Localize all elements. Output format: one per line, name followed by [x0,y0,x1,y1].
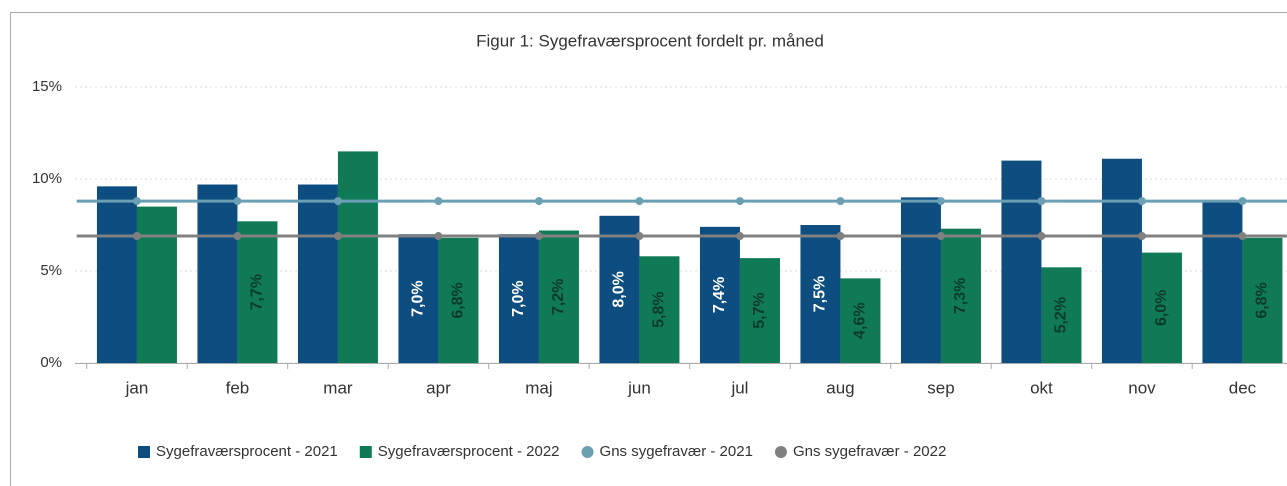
data-label: 7,4% [711,277,728,313]
average-point [132,197,141,206]
bar [1242,237,1283,363]
legend-label: Gns sygefravær - 2021 [600,443,753,460]
data-label: 7,0% [410,280,427,316]
data-label: 5,7% [751,292,768,328]
bar [136,206,177,363]
data-label: 6,8% [450,282,467,318]
bar [1202,201,1243,363]
data-label: 4,6% [852,302,869,338]
bar [538,230,579,363]
x-tick-label: jan [125,378,149,397]
x-tick-label: nov [1128,378,1156,397]
bar [197,184,238,363]
data-label: 7,0% [510,280,527,316]
average-point [1037,232,1046,241]
data-label: 6,8% [1254,282,1271,318]
bar [1001,160,1042,363]
x-tick-label: sep [927,378,954,397]
legend-marker [581,446,594,458]
legend-marker [138,446,150,458]
average-point [434,232,443,241]
bar [1041,267,1082,363]
data-label: 5,8% [651,291,668,327]
x-tick-label: dec [1229,378,1257,397]
average-point [1238,232,1247,241]
bar [398,234,439,363]
bar [438,237,479,363]
bar [639,256,680,363]
y-tick-label: 5% [40,262,62,279]
bar [237,221,278,363]
x-tick-label: mar [323,378,353,397]
data-label: 7,3% [952,278,969,314]
average-point [1137,232,1146,241]
average-point [132,232,141,241]
bar [840,278,881,363]
bar [900,197,941,363]
average-point [233,232,242,241]
legend-marker [774,446,787,458]
average-point [434,197,443,206]
legend-label: Sygefraværsprocent - 2022 [378,443,560,460]
average-point [1238,197,1247,206]
data-label: 7,2% [550,279,567,315]
bar [498,234,539,363]
bar [337,151,378,363]
average-point [635,197,644,206]
bar [297,184,338,363]
average-point [836,232,845,241]
bar [1101,158,1142,363]
frame [10,12,1287,486]
average-point [836,197,845,206]
bar [940,228,981,363]
x-tick-label: apr [426,378,451,397]
bar [599,215,640,363]
average-point [233,197,242,206]
data-label: 5,2% [1053,297,1070,333]
average-point [333,232,342,241]
x-tick-label: maj [525,378,552,397]
average-point [534,197,543,206]
y-tick-label: 10% [32,170,62,187]
legend-label: Sygefraværsprocent - 2021 [156,443,338,460]
average-point [1137,197,1146,206]
average-point [1037,197,1046,206]
bar [699,226,740,363]
bar [96,186,137,363]
average-point [936,232,945,241]
data-label: 8,0% [611,271,628,307]
x-tick-label: jun [627,378,651,397]
average-point [534,232,543,241]
average-point [635,232,644,241]
bar [739,258,780,363]
legend-label: Gns sygefravær - 2022 [793,443,946,460]
bar [800,225,841,363]
average-point [735,197,744,206]
x-tick-label: aug [826,378,854,397]
data-label: 7,7% [249,274,266,310]
chart-title: Figur 1: Sygefraværsprocent fordelt pr. … [476,31,824,50]
x-tick-label: feb [226,378,250,397]
data-label: 7,5% [812,276,829,312]
average-point [936,197,945,206]
average-point [333,197,342,206]
legend-marker [359,446,372,458]
x-tick-label: okt [1030,378,1053,397]
y-tick-label: 15% [32,78,62,95]
bar [1141,252,1182,363]
average-point [735,232,744,241]
data-label: 6,0% [1153,290,1170,326]
x-tick-label: jul [730,378,748,397]
y-tick-label: 0% [40,354,62,371]
